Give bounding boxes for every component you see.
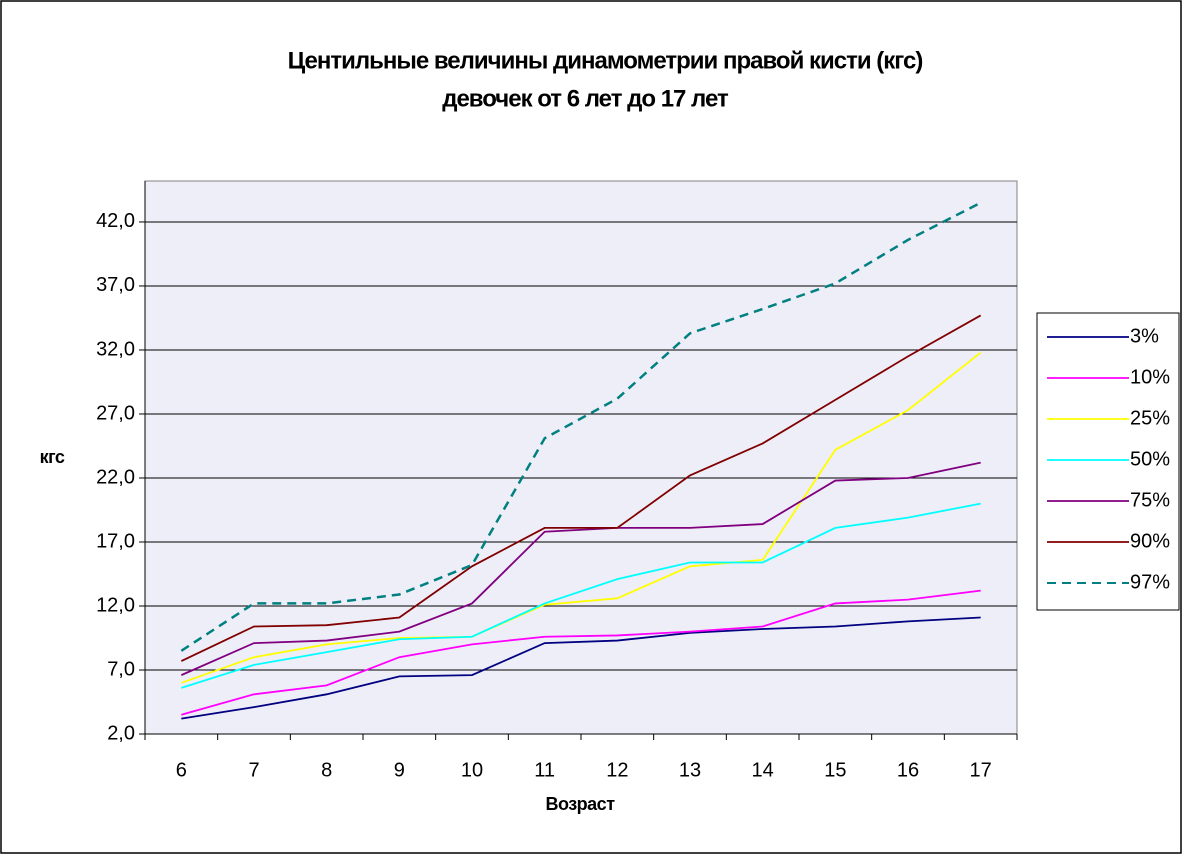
series-line [181,502,981,689]
x-tick-label: 13 [679,759,701,781]
x-tick-label: 14 [752,759,774,781]
x-tick-label: 16 [897,759,919,781]
y-tick-label: 2,0 [107,722,135,744]
series-line [180,314,982,662]
x-axis-title: Возраст [545,794,615,814]
x-tick-label: 8 [321,759,332,781]
chart-title: Центильные величины динамометрии правой … [288,47,923,74]
x-tick-label: 11 [534,759,555,781]
y-tick-label: 7,0 [107,658,135,680]
chart-title: девочек от 6 лет до 17 лет [442,85,729,112]
y-tick-label: 42,0 [96,210,135,232]
x-tick-label: 10 [461,759,483,781]
plot-area [144,180,1018,735]
y-tick-label: 12,0 [96,594,135,616]
legend-label: 75% [1130,489,1170,511]
series-line [180,461,981,676]
x-tick-label: 12 [606,759,628,781]
x-tick-label: 15 [824,759,846,781]
series-line [181,351,982,684]
x-tick-label: 17 [970,759,992,781]
legend-label: 3% [1130,325,1159,347]
y-tick-label: 37,0 [96,274,135,296]
x-tick-label: 9 [394,759,405,781]
legend-label: 25% [1130,407,1170,429]
legend-label: 50% [1130,448,1170,470]
y-axis-title: кгс [40,447,65,467]
series-line [181,589,981,716]
y-tick-label: 22,0 [96,466,135,488]
x-tick-label: 6 [176,759,187,781]
legend-label: 97% [1130,571,1170,593]
series-line [180,201,982,652]
y-tick-label: 27,0 [96,402,135,424]
legend-label: 10% [1130,366,1170,388]
x-tick-label: 7 [248,759,259,781]
legend [1036,312,1180,611]
legend-label: 90% [1130,530,1170,552]
y-tick-label: 32,0 [96,338,135,360]
series-line [181,616,981,720]
y-tick-label: 17,0 [96,530,135,552]
